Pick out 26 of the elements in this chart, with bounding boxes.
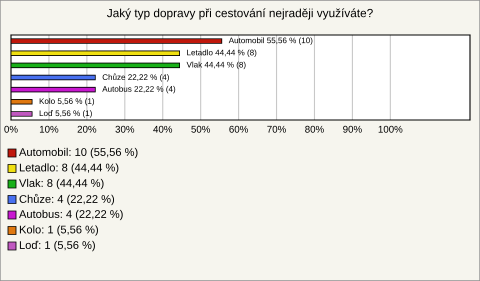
data-label: Letadlo 44,44 % (8) bbox=[187, 49, 256, 57]
text: Vlak: 8 (44,44 %) bbox=[19, 178, 104, 190]
data-label: Loď 5,56 % (1) bbox=[40, 110, 92, 118]
x-tick-label: 90% bbox=[343, 126, 362, 133]
data-label: Kolo 5,56 % (1) bbox=[40, 98, 94, 106]
text: Autobus: 4 (22,22 %) bbox=[19, 210, 123, 220]
text: Loď: 1 (5,56 %) bbox=[20, 240, 95, 252]
text: Chůze: 4 (22,22 %) bbox=[20, 194, 114, 206]
data-label: Vlak 44,44 % (8) bbox=[186, 62, 246, 70]
text: Kolo: 1 (5,56 %) bbox=[20, 225, 98, 236]
x-tick-label: 40% bbox=[153, 126, 172, 133]
x-tick-label: 70% bbox=[267, 126, 286, 133]
x-tick-label: 100% bbox=[378, 126, 402, 133]
text: Automobil: 10 (55,56 %) bbox=[19, 148, 138, 158]
data-label: Automobil 55,56 % (10) bbox=[228, 37, 312, 45]
x-tick-label: 60% bbox=[229, 126, 248, 133]
chart-title: Jaký typ dopravy při cestování nejraději využíváte? bbox=[106, 8, 373, 20]
x-tick-label: 30% bbox=[115, 126, 134, 133]
text: Letadlo: 8 (44,44 %) bbox=[20, 163, 118, 174]
x-tick-label: 80% bbox=[305, 126, 324, 133]
x-tick-label: 20% bbox=[78, 126, 96, 133]
x-tick-label: 0% bbox=[4, 126, 18, 133]
data-label: Autobus 22,22 % (4) bbox=[102, 86, 176, 94]
x-tick-label: 10% bbox=[40, 126, 58, 133]
x-tick-label: 50% bbox=[191, 126, 210, 133]
data-label: Chůze 22,22 % (4) bbox=[102, 73, 169, 82]
